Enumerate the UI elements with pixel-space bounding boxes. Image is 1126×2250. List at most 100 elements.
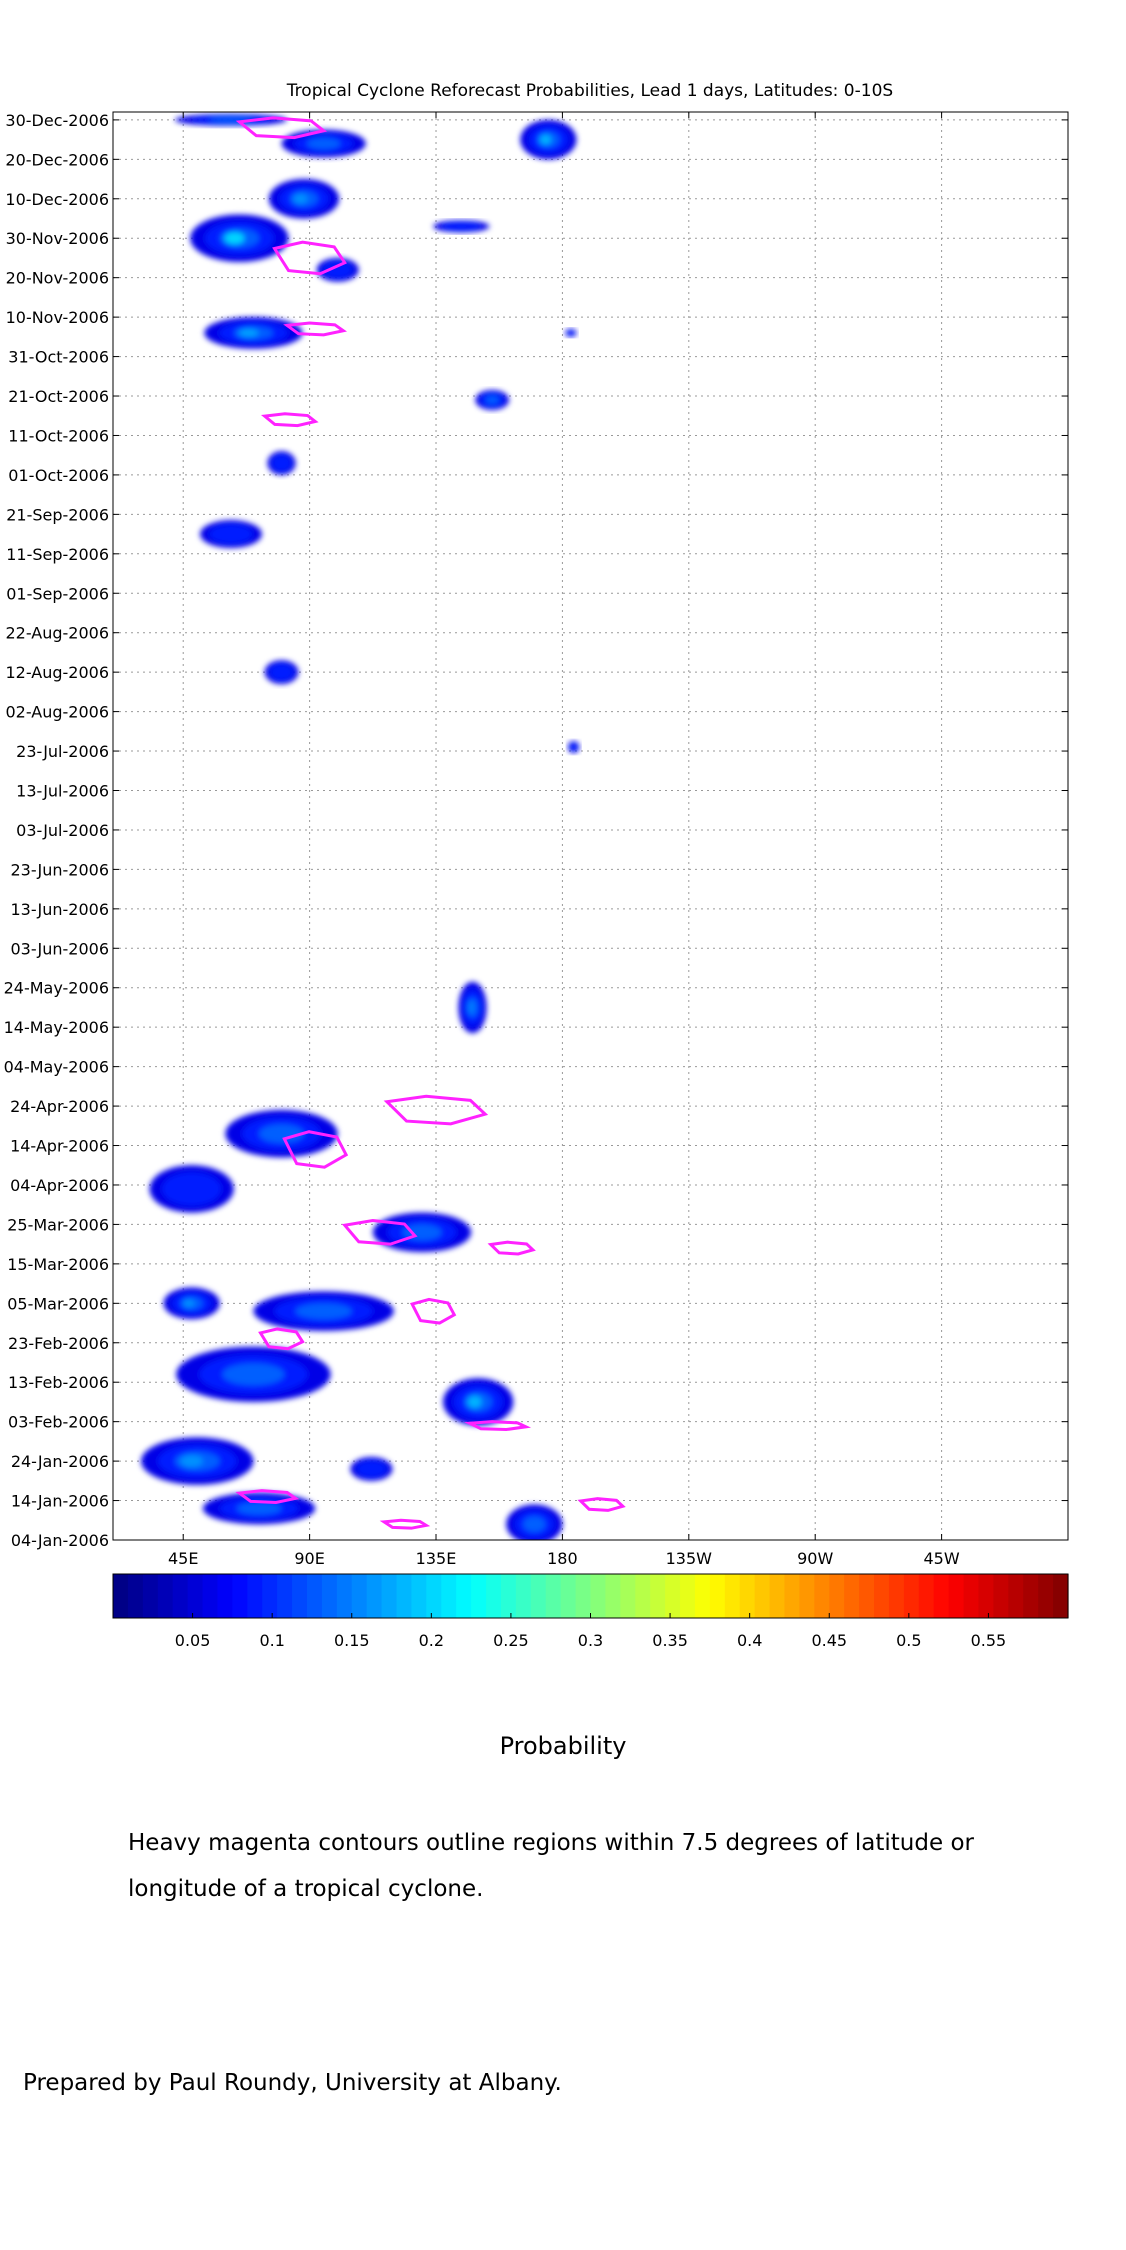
cyclone-contours — [235, 116, 626, 1530]
colorbar-segment — [500, 1574, 517, 1618]
y-tick-label: 11-Oct-2006 — [8, 426, 109, 445]
x-tick-label: 135W — [666, 1549, 713, 1568]
colorbar-segment — [948, 1574, 965, 1618]
colorbar-segment — [694, 1574, 711, 1618]
colorbar-segment — [321, 1574, 338, 1618]
y-tick-label: 14-Apr-2006 — [10, 1137, 109, 1156]
credit-line: Prepared by Paul Roundy, University at A… — [23, 2070, 562, 2096]
colorbar-segment — [336, 1574, 353, 1618]
colorbar-segment — [680, 1574, 696, 1618]
probability-blob — [267, 451, 296, 475]
colorbar-segment — [993, 1574, 1009, 1618]
y-tick-label: 23-Feb-2006 — [8, 1334, 109, 1353]
colorbar-segment — [486, 1574, 502, 1618]
colorbar-tick-label: 0.15 — [334, 1631, 370, 1650]
y-tick-label: 12-Aug-2006 — [5, 663, 109, 682]
probability-blob — [200, 520, 262, 548]
x-axis: 45E 90E 135E 180 135W 90W 45W — [168, 112, 960, 1568]
y-tick-label: 30-Nov-2006 — [6, 229, 109, 248]
y-tick-label: 13-Feb-2006 — [8, 1373, 109, 1392]
colorbar-tick-label: 0.55 — [971, 1631, 1007, 1650]
probability-blob — [225, 1110, 338, 1158]
plot-frame — [112, 111, 1069, 1541]
colorbar-segment — [903, 1574, 920, 1618]
colorbar-tick-label: 0.25 — [493, 1631, 529, 1650]
y-tick-label: 25-Mar-2006 — [7, 1215, 109, 1234]
colorbar-segment — [605, 1574, 621, 1618]
colorbar-segment — [933, 1574, 950, 1618]
colorbar-segment — [530, 1574, 547, 1618]
chart-title: Tropical Cyclone Reforecast Probabilitie… — [286, 81, 893, 101]
y-tick-label: 03-Jun-2006 — [10, 939, 109, 958]
x-tick-label: 135E — [416, 1549, 457, 1568]
y-tick-label: 11-Sep-2006 — [6, 545, 109, 564]
colorbar-segment — [232, 1574, 248, 1618]
x-tick-label: 45W — [924, 1549, 960, 1568]
colorbar-segment — [247, 1574, 263, 1618]
colorbar-tick-label: 0.35 — [652, 1631, 688, 1650]
cyclone-contour — [577, 1497, 626, 1512]
y-tick-label: 23-Jul-2006 — [16, 742, 109, 761]
colorbar-segment — [306, 1574, 323, 1618]
colorbar-tick-label: 0.3 — [578, 1631, 603, 1650]
y-tick-label: 13-Jul-2006 — [16, 781, 109, 800]
colorbar-segment — [1053, 1574, 1069, 1618]
colorbar-segment — [157, 1574, 174, 1618]
colorbar-segment — [1038, 1574, 1054, 1618]
probability-blob — [372, 1212, 472, 1253]
colorbar-segment — [575, 1574, 592, 1618]
colorbar-tick-label: 0.4 — [737, 1631, 762, 1650]
colorbar-segment — [978, 1574, 994, 1618]
probability-blob — [568, 741, 580, 754]
colorbar-segment — [366, 1574, 383, 1618]
y-tick-label: 03-Feb-2006 — [8, 1413, 109, 1432]
colorbar-tick-label: 0.05 — [175, 1631, 211, 1650]
colorbar-segment — [709, 1574, 726, 1618]
probability-blob — [190, 214, 289, 262]
colorbar-segment — [650, 1574, 666, 1618]
y-tick-label: 24-Jan-2006 — [11, 1452, 109, 1471]
colorbar-segment — [620, 1574, 636, 1618]
colorbar-tick-label: 0.5 — [896, 1631, 921, 1650]
x-tick-label: 90W — [797, 1549, 833, 1568]
y-tick-label: 04-Apr-2006 — [10, 1176, 109, 1195]
probability-blob — [268, 179, 340, 219]
y-tick-label: 13-Jun-2006 — [10, 900, 109, 919]
y-tick-label: 24-May-2006 — [4, 979, 109, 998]
colorbar-segment — [277, 1574, 293, 1618]
cyclone-contour — [341, 1218, 418, 1246]
colorbar-segment — [1008, 1574, 1024, 1618]
x-tick-label: 180 — [547, 1549, 578, 1568]
probability-blob — [204, 317, 303, 349]
probability-blob — [458, 981, 487, 1034]
y-tick-label: 03-Jul-2006 — [16, 821, 109, 840]
colorbar-segment — [351, 1574, 368, 1618]
colorbar-segment — [172, 1574, 189, 1618]
colorbar-segment — [560, 1574, 577, 1618]
colorbar: 0.05 0.1 0.15 0.2 0.25 0.3 0.35 0.4 0.45 0.5 0.55 — [112, 1573, 1069, 1650]
colorbar-segment — [874, 1574, 890, 1618]
colorbar-segment — [187, 1574, 204, 1618]
colorbar-segment — [515, 1574, 532, 1618]
probability-blob — [202, 1492, 316, 1525]
y-tick-label: 10-Dec-2006 — [5, 190, 109, 209]
y-tick-label: 04-Jan-2006 — [11, 1531, 109, 1550]
colorbar-segment — [262, 1574, 278, 1618]
y-tick-label: 31-Oct-2006 — [8, 348, 109, 367]
colorbar-segment — [127, 1574, 144, 1618]
colorbar-segment — [918, 1574, 935, 1618]
y-tick-label: 24-Apr-2006 — [10, 1097, 109, 1116]
cyclone-contour — [383, 1094, 489, 1126]
colorbar-segment — [665, 1574, 681, 1618]
y-tick-label: 21-Oct-2006 — [8, 387, 109, 406]
probability-blob — [176, 1346, 331, 1402]
colorbar-segment — [381, 1574, 398, 1618]
cyclone-contour — [283, 321, 348, 337]
probability-blob — [149, 1165, 234, 1213]
y-tick-label: 02-Aug-2006 — [5, 703, 109, 722]
x-tick-label: 90E — [294, 1549, 324, 1568]
colorbar-segment — [799, 1574, 815, 1618]
y-tick-label: 20-Dec-2006 — [5, 150, 109, 169]
probability-blob — [443, 1378, 514, 1426]
